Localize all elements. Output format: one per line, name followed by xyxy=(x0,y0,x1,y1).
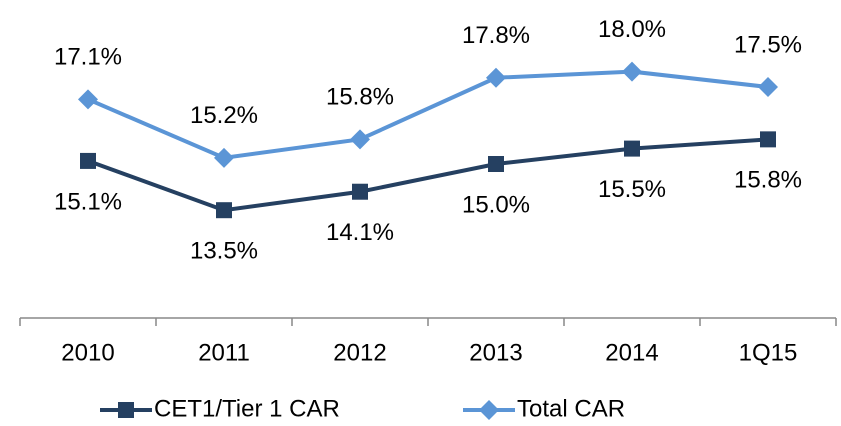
data-label: 13.5% xyxy=(190,238,258,265)
data-point xyxy=(80,152,96,169)
data-label: 17.5% xyxy=(734,31,802,58)
data-label: 15.0% xyxy=(462,191,530,218)
data-point xyxy=(760,131,776,148)
legend-label: CET1/Tier 1 CAR xyxy=(154,395,340,422)
data-label: 15.1% xyxy=(54,188,122,215)
data-point xyxy=(758,77,778,97)
data-label: 15.8% xyxy=(734,167,802,194)
data-label: 15.2% xyxy=(190,102,258,129)
legend-marker xyxy=(479,400,499,420)
data-point xyxy=(486,67,506,88)
data-label: 17.1% xyxy=(54,44,122,71)
legend-label: Total CAR xyxy=(517,395,625,422)
x-tick-label: 2012 xyxy=(333,339,386,366)
data-point xyxy=(488,156,504,172)
data-point xyxy=(350,129,370,150)
x-tick-label: 2013 xyxy=(469,339,522,366)
x-tick-label: 1Q15 xyxy=(739,339,798,366)
data-point xyxy=(216,202,232,219)
data-point xyxy=(214,147,234,168)
data-label: 15.8% xyxy=(326,84,394,111)
x-tick-label: 2010 xyxy=(61,339,114,366)
data-point xyxy=(624,140,640,157)
series-line xyxy=(87,69,769,160)
x-tick-label: 2011 xyxy=(198,339,250,366)
x-tick-label: 2014 xyxy=(605,339,658,366)
data-label: 14.1% xyxy=(326,219,394,246)
data-point xyxy=(352,183,368,200)
data-label: 17.8% xyxy=(462,22,530,49)
data-point xyxy=(622,61,642,82)
data-point xyxy=(78,89,98,110)
data-label: 18.0% xyxy=(598,16,666,43)
series-line xyxy=(87,137,769,213)
legend-marker xyxy=(118,402,134,418)
data-label: 15.5% xyxy=(598,176,666,203)
